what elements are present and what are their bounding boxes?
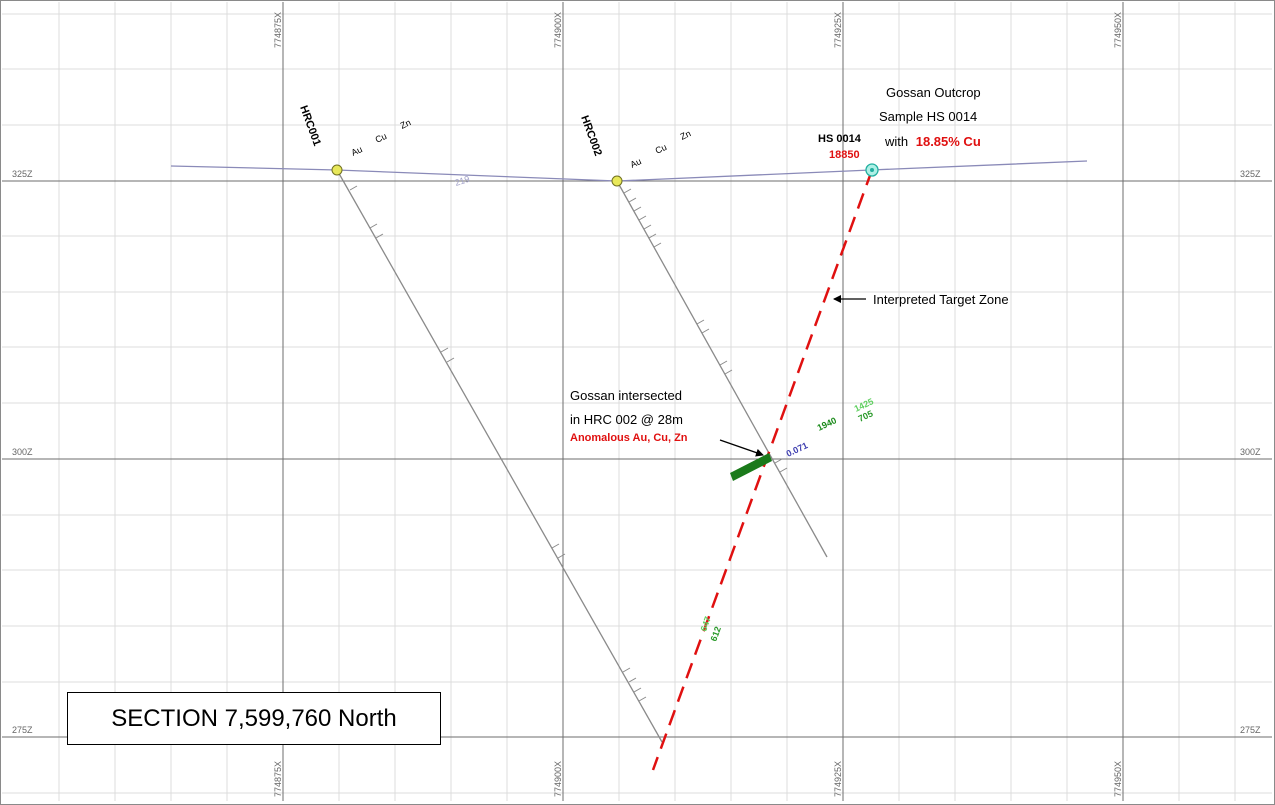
assay-cu-intercept: 1940 (816, 415, 838, 433)
hrc001-au-header: Au (350, 144, 364, 158)
hrc002-au-header: Au (629, 156, 643, 170)
gossan-intersect-line-2: in HRC 002 @ 28m (570, 412, 683, 427)
hs0014-label: HS 0014 (818, 133, 862, 145)
gossan-outcrop-grade: 18.85% Cu (916, 134, 981, 149)
hrc002-cu-header: Cu (654, 142, 669, 156)
gossan-intersect-line-1: Gossan intersected (570, 388, 682, 403)
hs0014-sample-marker-center (870, 168, 874, 172)
gossan-outcrop-with: with (884, 134, 912, 149)
easting-label-bottom-774950: 774950X (1113, 761, 1123, 797)
hrc002-trace (616, 180, 828, 558)
topographic-surface (170, 160, 1088, 182)
hrc001-collar[interactable] (331, 164, 343, 176)
hrc001-trace (336, 169, 663, 743)
easting-label-top-774875: 774875X (273, 12, 283, 48)
hrc002-sample-ticks (623, 188, 788, 473)
hrc001-sample-ticks (349, 185, 647, 702)
assay-au-intercept: 0.071 (785, 440, 810, 459)
easting-label-bottom-774925: 774925X (833, 761, 843, 797)
gossan-outcrop-line-2: Sample HS 0014 (879, 109, 977, 124)
hrc002-collar[interactable] (611, 175, 623, 187)
gossan-outcrop-line-1: Gossan Outcrop (886, 85, 981, 100)
easting-label-top-774900: 774900X (553, 12, 563, 48)
interpreted-target-zone-line (651, 169, 874, 771)
easting-label-top-774925: 774925X (833, 12, 843, 48)
gossan-intersect-arrow (719, 439, 764, 457)
hrc001-label: HRC001 (297, 104, 323, 148)
elevation-label-right-325z: 325Z (1240, 169, 1261, 179)
section-title-box: SECTION 7,599,760 North (67, 692, 441, 745)
elevation-label-left-325z: 325Z (12, 169, 33, 179)
elevation-label-right-275z: 275Z (1240, 725, 1261, 735)
easting-label-bottom-774900: 774900X (553, 761, 563, 797)
elevation-label-right-300z: 300Z (1240, 447, 1261, 457)
anomalous-label: Anomalous Au, Cu, Zn (570, 432, 688, 444)
gossan-intercept-bar (730, 453, 772, 481)
target-zone-label: Interpreted Target Zone (873, 292, 1009, 307)
hrc002-label: HRC002 (578, 114, 604, 158)
assay-deep-1: 647 (698, 615, 713, 633)
gossan-outcrop-line-3: with 18.85% Cu (884, 134, 981, 149)
easting-label-top-774950: 774950X (1113, 12, 1123, 48)
easting-label-bottom-774875: 774875X (273, 761, 283, 797)
assay-deep-2: 612 (708, 625, 723, 643)
section-title: SECTION 7,599,760 North (111, 704, 397, 732)
hrc002-zn-header: Zn (679, 128, 693, 142)
elevation-label-left-300z: 300Z (12, 447, 33, 457)
hrc001-cu-header: Cu (374, 131, 389, 145)
surface-label: 219 (454, 174, 471, 188)
elevation-label-left-275z: 275Z (12, 725, 33, 735)
hs0014-value: 18850 (829, 149, 860, 161)
hrc001-zn-header: Zn (399, 117, 413, 131)
